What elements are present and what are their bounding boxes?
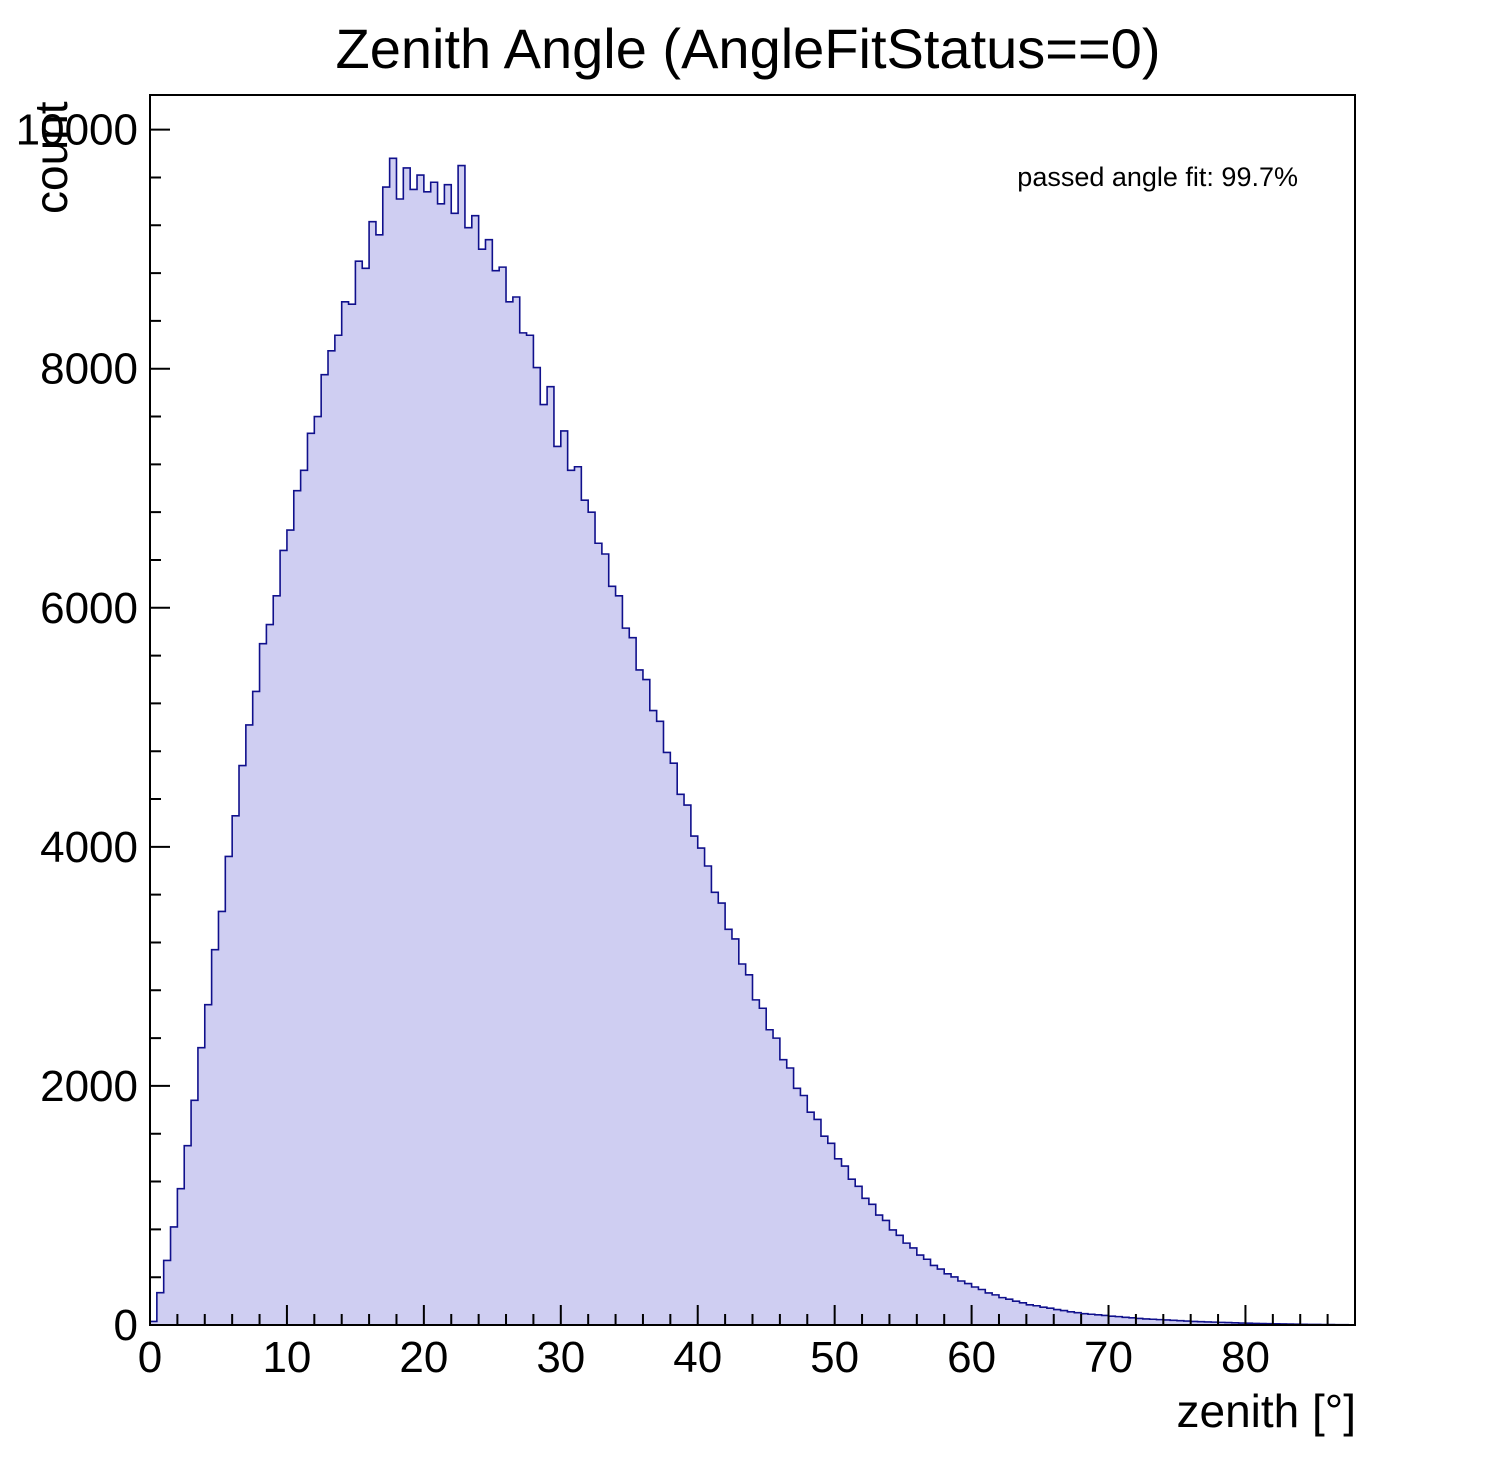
y-tick-label: 10000 — [16, 106, 138, 155]
x-tick-label: 10 — [262, 1333, 311, 1382]
annotation-passed-angle-fit: passed angle fit: 99.7% — [1017, 162, 1298, 192]
histogram-outline — [149, 157, 1356, 1326]
x-tick-label: 70 — [1084, 1333, 1133, 1382]
y-tick-label: 0 — [114, 1301, 138, 1350]
histogram-fill — [150, 158, 1355, 1326]
x-tick-label: 80 — [1221, 1333, 1270, 1382]
x-tick-label: 20 — [399, 1333, 448, 1382]
y-tick-label: 2000 — [40, 1062, 138, 1111]
chart-title: Zenith Angle (AngleFitStatus==0) — [335, 17, 1161, 80]
y-tick-label: 6000 — [40, 584, 138, 633]
x-axis-title: zenith [°] — [1176, 1385, 1357, 1437]
x-tick-label: 0 — [138, 1333, 162, 1382]
y-tick-label: 4000 — [40, 823, 138, 872]
x-tick-label: 60 — [947, 1333, 996, 1382]
y-tick-label: 8000 — [40, 345, 138, 394]
x-tick-label: 30 — [536, 1333, 585, 1382]
x-tick-label: 40 — [673, 1333, 722, 1382]
axis-ticks — [149, 128, 1329, 1326]
y-axis-title: count — [25, 101, 77, 214]
x-tick-label: 50 — [810, 1333, 859, 1382]
